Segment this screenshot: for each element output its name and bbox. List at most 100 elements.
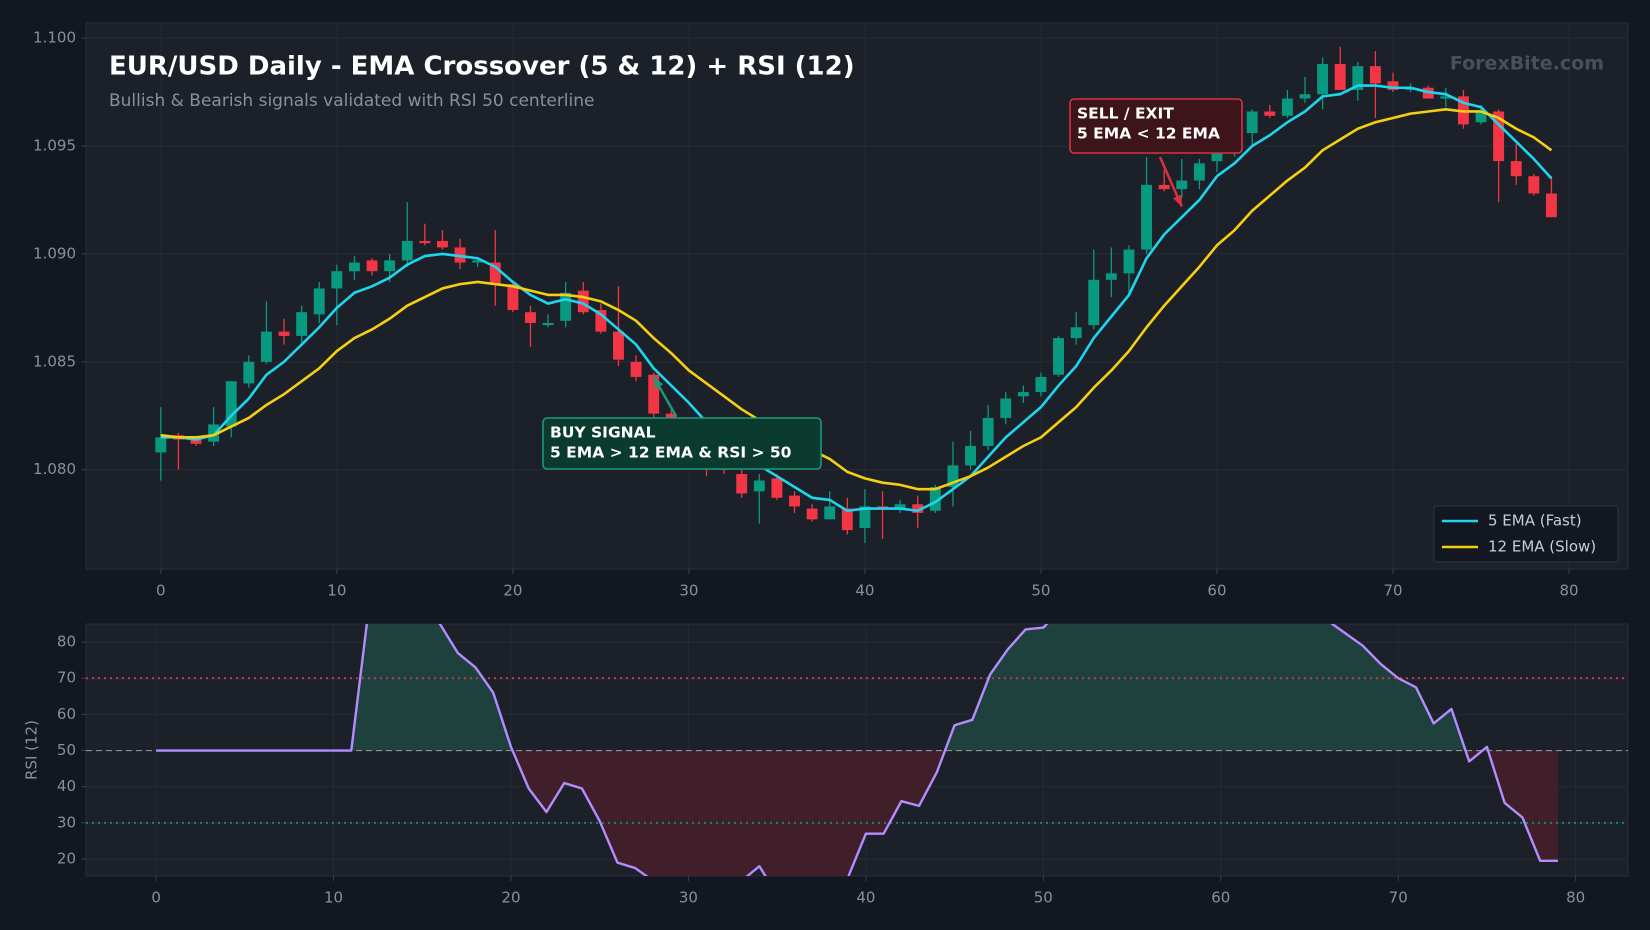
candle-body [789, 495, 800, 507]
candle-body [753, 480, 765, 492]
watermark: ForexBite.com [1450, 53, 1604, 75]
x-tick-label: 20 [503, 582, 522, 600]
candle-body [1334, 64, 1346, 90]
candle-body [736, 474, 748, 494]
candle-body [771, 478, 783, 498]
x-tick-label: 30 [679, 582, 698, 600]
y-tick-label: 30 [57, 813, 76, 831]
candle-body [841, 508, 853, 531]
plot-layer [155, 46, 1557, 544]
candle-body [1317, 64, 1329, 95]
candle-body [1000, 398, 1012, 418]
x-tick-label: 0 [151, 889, 161, 907]
legend-label: 5 EMA (Fast) [1488, 512, 1582, 530]
rsi-fill-below [512, 750, 1558, 876]
x-tick-label: 50 [1034, 889, 1053, 907]
y-tick-label: 1.080 [33, 460, 76, 478]
y-tick-label: 1.090 [33, 244, 76, 262]
chart-title: EUR/USD Daily - EMA Crossover (5 & 12) +… [109, 52, 855, 82]
candle-body [296, 312, 308, 336]
candle-body [1493, 111, 1505, 162]
candle-body [630, 361, 642, 377]
candle-body [472, 260, 484, 263]
candle-body [208, 424, 220, 442]
x-tick-label: 10 [324, 889, 343, 907]
y-tick-label: 50 [57, 741, 76, 759]
candle-body [366, 260, 378, 272]
candle-body [243, 361, 255, 384]
annotation-text: BUY SIGNAL [550, 424, 656, 442]
annotation-arrow-head [1173, 194, 1182, 207]
x-tick-label: 70 [1389, 889, 1408, 907]
candle-body [929, 486, 941, 511]
x-tick-label: 80 [1566, 889, 1585, 907]
candle-body [190, 439, 202, 444]
x-tick-label: 70 [1383, 582, 1402, 600]
candle-body [1158, 184, 1170, 190]
y-tick-label: 60 [57, 705, 76, 723]
candle-body [419, 240, 431, 244]
x-tick-label: 20 [501, 889, 520, 907]
y-axis-label: RSI (12) [23, 720, 41, 780]
candle-body [384, 260, 396, 272]
chart-subtitle: Bullish & Bearish signals validated with… [109, 91, 595, 111]
candle-body [824, 506, 836, 520]
y-tick-label: 1.085 [33, 352, 76, 370]
legend-box [1433, 505, 1619, 563]
candle-body [525, 312, 536, 323]
legend-label: 12 EMA (Slow) [1488, 538, 1596, 556]
y-tick-label: 70 [57, 669, 76, 687]
candle-body [401, 240, 413, 261]
candle-body [155, 437, 167, 453]
y-tick-label: 1.100 [33, 29, 76, 47]
plot-layer [86, 624, 1628, 876]
candle-body [1281, 98, 1293, 116]
candle-body [278, 331, 290, 336]
candle-body [1193, 163, 1205, 181]
candle-body [1088, 279, 1100, 326]
candle-body [1211, 152, 1223, 162]
y-tick-label: 40 [57, 777, 76, 795]
candle-body [806, 508, 818, 520]
candle-body [1176, 180, 1188, 190]
candle-body [1510, 161, 1522, 177]
candle-body [1545, 193, 1557, 218]
annotation-box [1069, 98, 1243, 154]
candle-body [1017, 392, 1029, 397]
candle-body [965, 445, 976, 466]
x-tick-label: 50 [1031, 582, 1050, 600]
candle-body [260, 331, 272, 362]
candle-body [489, 262, 501, 285]
x-tick-label: 40 [855, 582, 874, 600]
candle-body [613, 331, 624, 360]
candle-body [1264, 111, 1276, 116]
ema-line [160, 84, 1553, 513]
candle-body [560, 292, 572, 321]
annotation-text: 5 EMA < 12 EMA [1077, 125, 1220, 143]
y-tick-label: 1.095 [33, 137, 76, 155]
candle-body [648, 374, 660, 414]
candle-body [436, 240, 448, 248]
annotation-arrow-head [653, 376, 664, 389]
candle-body [1070, 327, 1082, 339]
rsi-fill-above [156, 624, 1558, 751]
rsi-line [156, 624, 1558, 876]
annotation-box [542, 417, 822, 470]
candle-body [912, 504, 924, 513]
candle-body [595, 310, 607, 332]
ema-line [160, 108, 1553, 491]
candle-body [542, 322, 554, 326]
candle-body [1299, 94, 1311, 99]
x-tick-label: 60 [1207, 582, 1226, 600]
candle-body [1105, 273, 1117, 280]
x-tick-label: 60 [1211, 889, 1230, 907]
candle-body [1246, 111, 1258, 134]
plot-area [85, 22, 1629, 570]
y-tick-label: 20 [57, 850, 76, 868]
x-tick-label: 0 [156, 582, 166, 600]
candle-body [1123, 249, 1135, 274]
candle-body [947, 465, 959, 487]
candle-body [1475, 111, 1487, 123]
candle-body [331, 271, 343, 289]
